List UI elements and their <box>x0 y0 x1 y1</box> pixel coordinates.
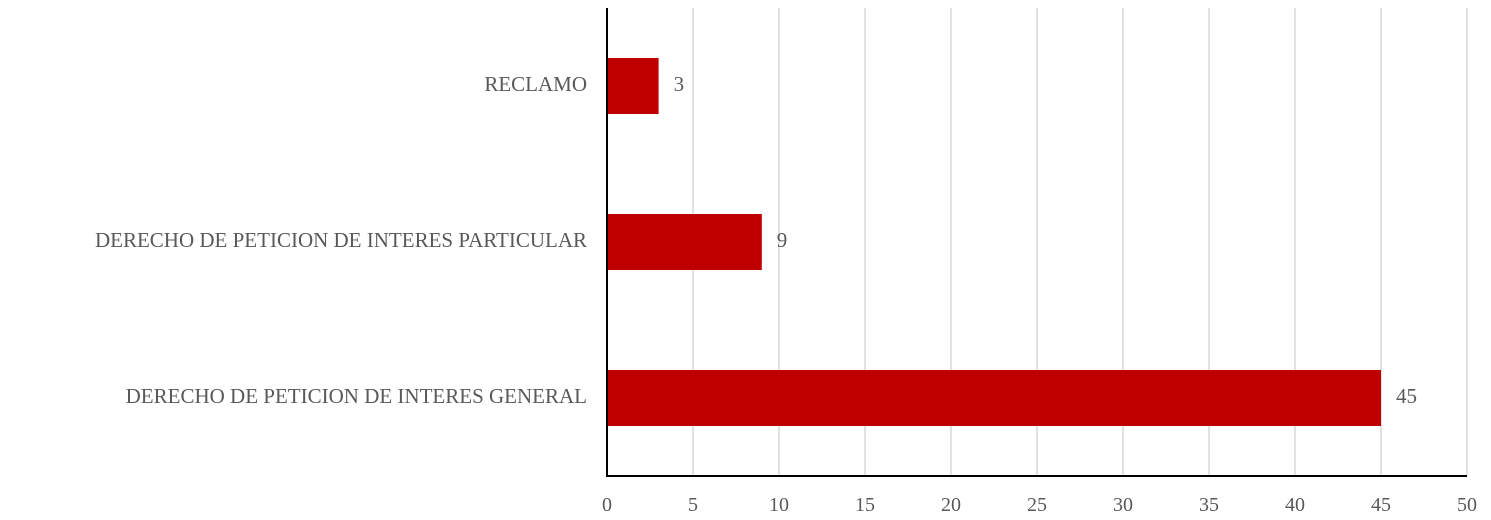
bar-3 <box>607 370 1381 426</box>
x-tick-label: 10 <box>769 494 789 516</box>
category-label: DERECHO DE PETICION DE INTERES GENERAL <box>126 384 587 408</box>
x-tick-label: 50 <box>1457 494 1477 516</box>
x-tick-label: 45 <box>1371 494 1391 516</box>
category-label: RECLAMO <box>484 72 587 96</box>
x-tick-label: 5 <box>688 494 698 516</box>
x-tick-label: 25 <box>1027 494 1047 516</box>
bars <box>607 58 1381 426</box>
x-tick-label: 0 <box>602 494 612 516</box>
gridlines <box>692 8 1468 476</box>
x-tick-label: 15 <box>855 494 875 516</box>
x-tick-label: 35 <box>1199 494 1219 516</box>
axes <box>606 8 1467 477</box>
x-tick-label: 30 <box>1113 494 1133 516</box>
bar-1 <box>607 58 659 114</box>
x-tick-label: 40 <box>1285 494 1305 516</box>
data-label: 3 <box>674 72 685 96</box>
data-label: 45 <box>1396 384 1417 408</box>
labels: 0 5 10 15 20 25 30 35 40 45 50 RECLAMO 3 DERECHO DE P… <box>95 72 1477 516</box>
bar-2 <box>607 214 762 270</box>
category-label: DERECHO DE PETICION DE INTERES PARTICULA… <box>95 228 587 252</box>
data-label: 9 <box>777 228 788 252</box>
x-tick-label: 20 <box>941 494 961 516</box>
